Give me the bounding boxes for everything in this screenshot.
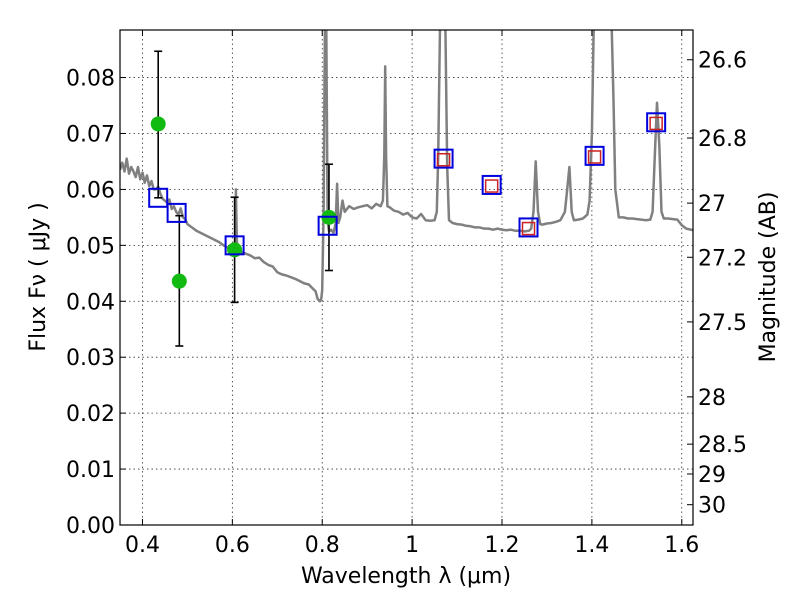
model-photometry-marker bbox=[584, 145, 605, 166]
predicted-photometry-marker bbox=[484, 179, 499, 193]
y2-tick-label: 27 bbox=[698, 192, 726, 217]
x-tick-label: 0.8 bbox=[305, 533, 340, 558]
grid-layer bbox=[120, 30, 693, 526]
model-photometry-marker bbox=[481, 174, 502, 195]
x-tick-label: 1.6 bbox=[664, 533, 699, 558]
model-photometry-marker bbox=[518, 217, 539, 238]
y2-tick-label: 30 bbox=[698, 494, 726, 519]
observed-photometry-point bbox=[150, 116, 166, 132]
model-photometry-marker bbox=[433, 148, 454, 169]
model-photometry-marker bbox=[224, 235, 245, 256]
x-tick-label: 0.4 bbox=[125, 533, 160, 558]
y2-tick-label: 26.8 bbox=[698, 127, 747, 152]
predicted-photometry-marker bbox=[436, 153, 451, 167]
y-tick-label: 0.08 bbox=[66, 67, 115, 92]
y2-tick-label: 26.6 bbox=[698, 49, 747, 74]
x-tick-label: 0.6 bbox=[215, 533, 250, 558]
y-tick-label: 0.04 bbox=[66, 290, 115, 315]
model-photometry-marker bbox=[317, 215, 338, 236]
x-tick-label: 1 bbox=[405, 533, 419, 558]
x-tick-label: 1.4 bbox=[574, 533, 609, 558]
predicted-photometry-marker bbox=[521, 221, 536, 236]
data-layer bbox=[120, 30, 693, 347]
model-photometry-marker bbox=[166, 202, 187, 223]
plot-frame bbox=[119, 29, 694, 526]
observed-photometry-point bbox=[171, 273, 187, 289]
model-sed-line bbox=[120, 30, 693, 303]
y2-tick-label: 27.5 bbox=[698, 311, 747, 336]
model-photometry-marker bbox=[148, 187, 169, 208]
y-tick-label: 0.03 bbox=[66, 346, 115, 371]
y2-tick-label: 28.5 bbox=[698, 433, 747, 458]
tick-layer: 0.4 0.6 0.8 1 1.2 1.4 1.6 0.00 0.01 0.02 0.03 0.04 0… bbox=[66, 30, 747, 558]
model-photometry-marker bbox=[646, 112, 667, 133]
predicted-photometry-marker bbox=[587, 150, 602, 164]
y-axis-title: Flux Fν ( μJy ) bbox=[26, 202, 51, 351]
y-tick-label: 0.01 bbox=[66, 458, 115, 483]
y2-tick-label: 27.2 bbox=[698, 246, 747, 271]
y-tick-label: 0.06 bbox=[66, 178, 115, 203]
y-tick-label: 0.05 bbox=[66, 234, 115, 259]
y-tick-label: 0.07 bbox=[66, 122, 115, 147]
x-axis-title: Wavelength λ (μm) bbox=[301, 564, 511, 589]
y-tick-label: 0.00 bbox=[66, 514, 115, 539]
predicted-photometry-marker bbox=[649, 116, 663, 131]
y2-axis-title: Magnitude (AB) bbox=[756, 192, 781, 363]
y2-tick-label: 28 bbox=[698, 386, 726, 411]
x-tick-label: 1.2 bbox=[485, 533, 520, 558]
y2-tick-label: 29 bbox=[698, 463, 726, 488]
y-tick-label: 0.02 bbox=[66, 402, 115, 427]
